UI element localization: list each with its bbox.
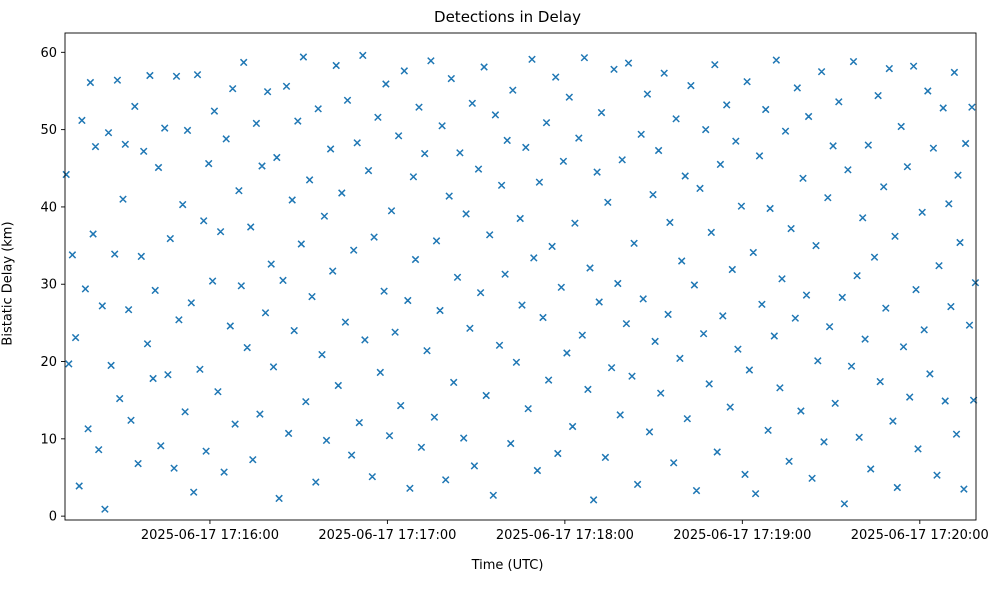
y-tick-label: 50: [40, 123, 57, 138]
chart-title: Detections in Delay: [0, 8, 989, 26]
y-tick-label: 0: [49, 510, 57, 525]
x-tick-label: 2025-06-17 17:18:00: [496, 528, 634, 543]
y-tick-label: 60: [40, 46, 57, 61]
y-tick-label: 40: [40, 200, 57, 215]
x-tick-label: 2025-06-17 17:20:00: [851, 528, 989, 543]
x-axis-label-text: Time (UTC): [471, 558, 544, 573]
y-axis-label-text: Bistatic Delay (km): [0, 221, 16, 346]
x-tick-label: 2025-06-17 17:17:00: [318, 528, 456, 543]
axes-spines: [64, 32, 977, 521]
x-axis-label: Time (UTC): [0, 558, 989, 573]
scatter-markers: [62, 51, 980, 513]
x-tick-label: 2025-06-17 17:16:00: [141, 528, 279, 543]
chart-title-text: Detections in Delay: [434, 8, 581, 26]
y-axis-label: Bistatic Delay (km): [1, 49, 16, 519]
x-tick-label: 2025-06-17 17:19:00: [673, 528, 811, 543]
y-tick-label: 30: [40, 278, 57, 293]
y-tick-label: 20: [40, 355, 57, 370]
y-tick-label: 10: [40, 432, 57, 447]
